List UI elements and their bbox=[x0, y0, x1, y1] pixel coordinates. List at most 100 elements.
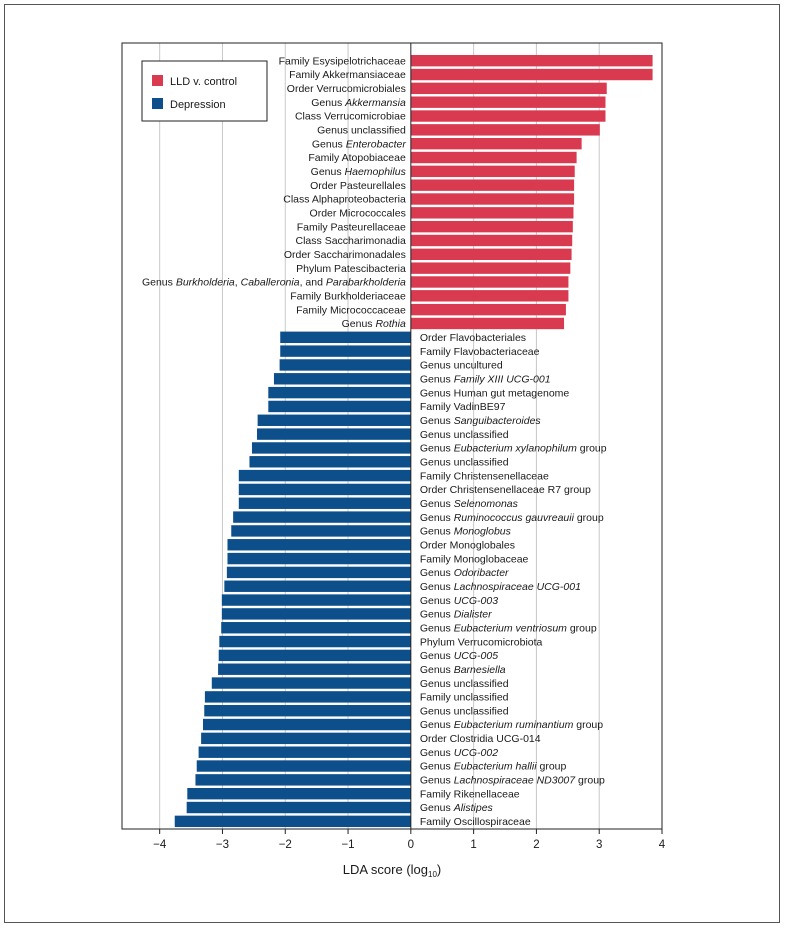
bar-label: Genus UCG-002 bbox=[420, 747, 498, 759]
bar-label-part: Genus unclassified bbox=[420, 705, 509, 717]
legend-label-lld: LLD v. control bbox=[170, 76, 237, 88]
bar-label-part: group bbox=[537, 761, 567, 773]
bar bbox=[196, 760, 411, 772]
bar-label: Phylum Patescibacteria bbox=[296, 263, 406, 275]
bar-label-part: Order Saccharimonadales bbox=[284, 249, 406, 261]
bar-label: Genus Alistipes bbox=[420, 802, 494, 814]
bar bbox=[410, 137, 582, 150]
bar-label-part: Genus bbox=[420, 581, 454, 593]
bar-label-part: Family Monoglobaceae bbox=[420, 553, 529, 565]
bar bbox=[251, 442, 411, 454]
bar-label: Genus Family XIII UCG-001 bbox=[420, 373, 551, 385]
bar bbox=[410, 179, 575, 191]
bar-label-part: Eubacterium ventriosum bbox=[454, 622, 567, 634]
bar-label: Order Micrococcales bbox=[310, 208, 406, 220]
bar bbox=[257, 414, 411, 426]
bar-label-part: UCG-002 bbox=[454, 747, 499, 759]
bar-label-part: , and bbox=[300, 277, 326, 289]
bar-label-part: group bbox=[575, 775, 605, 787]
bar-label-part: Burkholderia bbox=[176, 277, 235, 289]
bar-label-part: group bbox=[573, 719, 603, 731]
bar-label-part: Family Atopobiaceae bbox=[308, 152, 406, 164]
legend: LLD v. control Depression bbox=[141, 60, 268, 122]
bar bbox=[221, 622, 411, 634]
bar-label: Genus UCG-003 bbox=[420, 595, 498, 607]
bar-label: Family VadinBE97 bbox=[420, 401, 506, 413]
bar-label: Order Monoglobales bbox=[420, 539, 515, 551]
bar-label-part: Family Burkholderiaceae bbox=[290, 291, 406, 303]
bar-label-part: Dialister bbox=[454, 609, 492, 621]
bar-label: Genus Sanguibacteroides bbox=[420, 415, 542, 427]
bar-label-part: Akkermansia bbox=[344, 97, 406, 109]
bar bbox=[268, 400, 411, 413]
bar-label-part: Order Monoglobales bbox=[420, 539, 515, 551]
bar-label-part: Genus bbox=[420, 512, 454, 524]
bar-label-part: Genus unclassified bbox=[420, 678, 509, 690]
bar-label: Order Clostridia UCG-014 bbox=[420, 733, 541, 745]
bar-label: Genus Barnesiella bbox=[420, 664, 506, 676]
bar bbox=[410, 234, 573, 247]
bar-label-part: Genus unclassified bbox=[420, 429, 509, 441]
bar-label-part: Family Rikenellaceae bbox=[420, 788, 520, 800]
bar bbox=[410, 110, 606, 122]
bar-label-part: Genus bbox=[311, 97, 345, 109]
bar-label: Family Akkermansiaceae bbox=[289, 69, 406, 81]
bar bbox=[224, 580, 411, 592]
bar-label: Genus Selenomonas bbox=[420, 498, 519, 510]
bar-label: Family Esysipelotrichaceae bbox=[279, 55, 406, 67]
bar-label: Genus Lachnospiraceae UCG-001 bbox=[420, 581, 581, 593]
bar-label-part: Order Flavobacteriales bbox=[420, 332, 526, 344]
bar-label: Genus unclassified bbox=[420, 456, 509, 468]
x-tick-label: −3 bbox=[216, 839, 229, 851]
x-tick-label: 0 bbox=[408, 839, 414, 851]
bar-label-part: Order Clostridia UCG-014 bbox=[420, 733, 541, 745]
bar-label-part: Genus bbox=[420, 595, 454, 607]
x-tick-label: −4 bbox=[153, 839, 167, 851]
bars bbox=[174, 55, 653, 828]
bar-label: Family Christensenellaceae bbox=[420, 470, 549, 482]
bar-label-part: Family VadinBE97 bbox=[420, 401, 506, 413]
figure-frame bbox=[4, 4, 780, 923]
legend-swatch-lld bbox=[152, 75, 163, 86]
bar-label-part: Barnesiella bbox=[454, 664, 506, 676]
bar bbox=[218, 663, 411, 675]
bar bbox=[186, 801, 411, 814]
bar-label-part: Family Micrococcaceae bbox=[296, 304, 406, 316]
x-axis-title: LDA score (log10) bbox=[343, 862, 442, 879]
bar bbox=[219, 635, 411, 648]
bar-label-part: Eubacterium hallii bbox=[454, 761, 538, 773]
legend-swatch-depression bbox=[152, 98, 163, 109]
x-tick-label: −1 bbox=[341, 839, 354, 851]
bar-label-part: Phylum Verrucomicrobiota bbox=[420, 636, 543, 648]
bar bbox=[238, 497, 411, 509]
bar-label-part: Odoribacter bbox=[454, 567, 509, 579]
bar-label: Family Micrococcaceae bbox=[296, 304, 406, 316]
plot-area-border bbox=[121, 42, 663, 830]
bar-label-part: Order Verrucomicrobiales bbox=[287, 83, 406, 95]
bar bbox=[410, 55, 653, 67]
bar bbox=[410, 165, 575, 178]
bar-label-part: Family Esysipelotrichaceae bbox=[279, 55, 406, 67]
bar-label-part: Eubacterium ruminantium bbox=[454, 719, 574, 731]
bar-label-part: Genus bbox=[420, 567, 454, 579]
bar-label-part: Eubacterium xylanophilum bbox=[454, 443, 577, 455]
x-axis-title-suffix: ) bbox=[437, 862, 441, 877]
bar bbox=[410, 124, 600, 136]
bar-label-part: Order Christensenellaceae R7 group bbox=[420, 484, 591, 496]
bar bbox=[410, 82, 607, 95]
bar bbox=[226, 566, 411, 579]
bar-label-part: Genus bbox=[312, 138, 346, 150]
bar-label-part: Genus bbox=[420, 747, 454, 759]
bar-label-part: Genus bbox=[420, 415, 454, 427]
bar bbox=[410, 96, 606, 108]
x-tick-label: 3 bbox=[596, 839, 602, 851]
bar-label-part: Lachnospiraceae ND3007 bbox=[454, 775, 577, 787]
bar-label: Genus uncultured bbox=[420, 360, 503, 372]
bar bbox=[410, 290, 569, 302]
bar-label: Genus Eubacterium ventriosum group bbox=[420, 622, 597, 634]
bar bbox=[410, 151, 577, 164]
bar bbox=[280, 331, 411, 343]
bar bbox=[238, 469, 411, 482]
bar-label-part: Class Verrucomicrobiae bbox=[295, 111, 406, 123]
bar-label-part: Genus bbox=[420, 609, 454, 621]
